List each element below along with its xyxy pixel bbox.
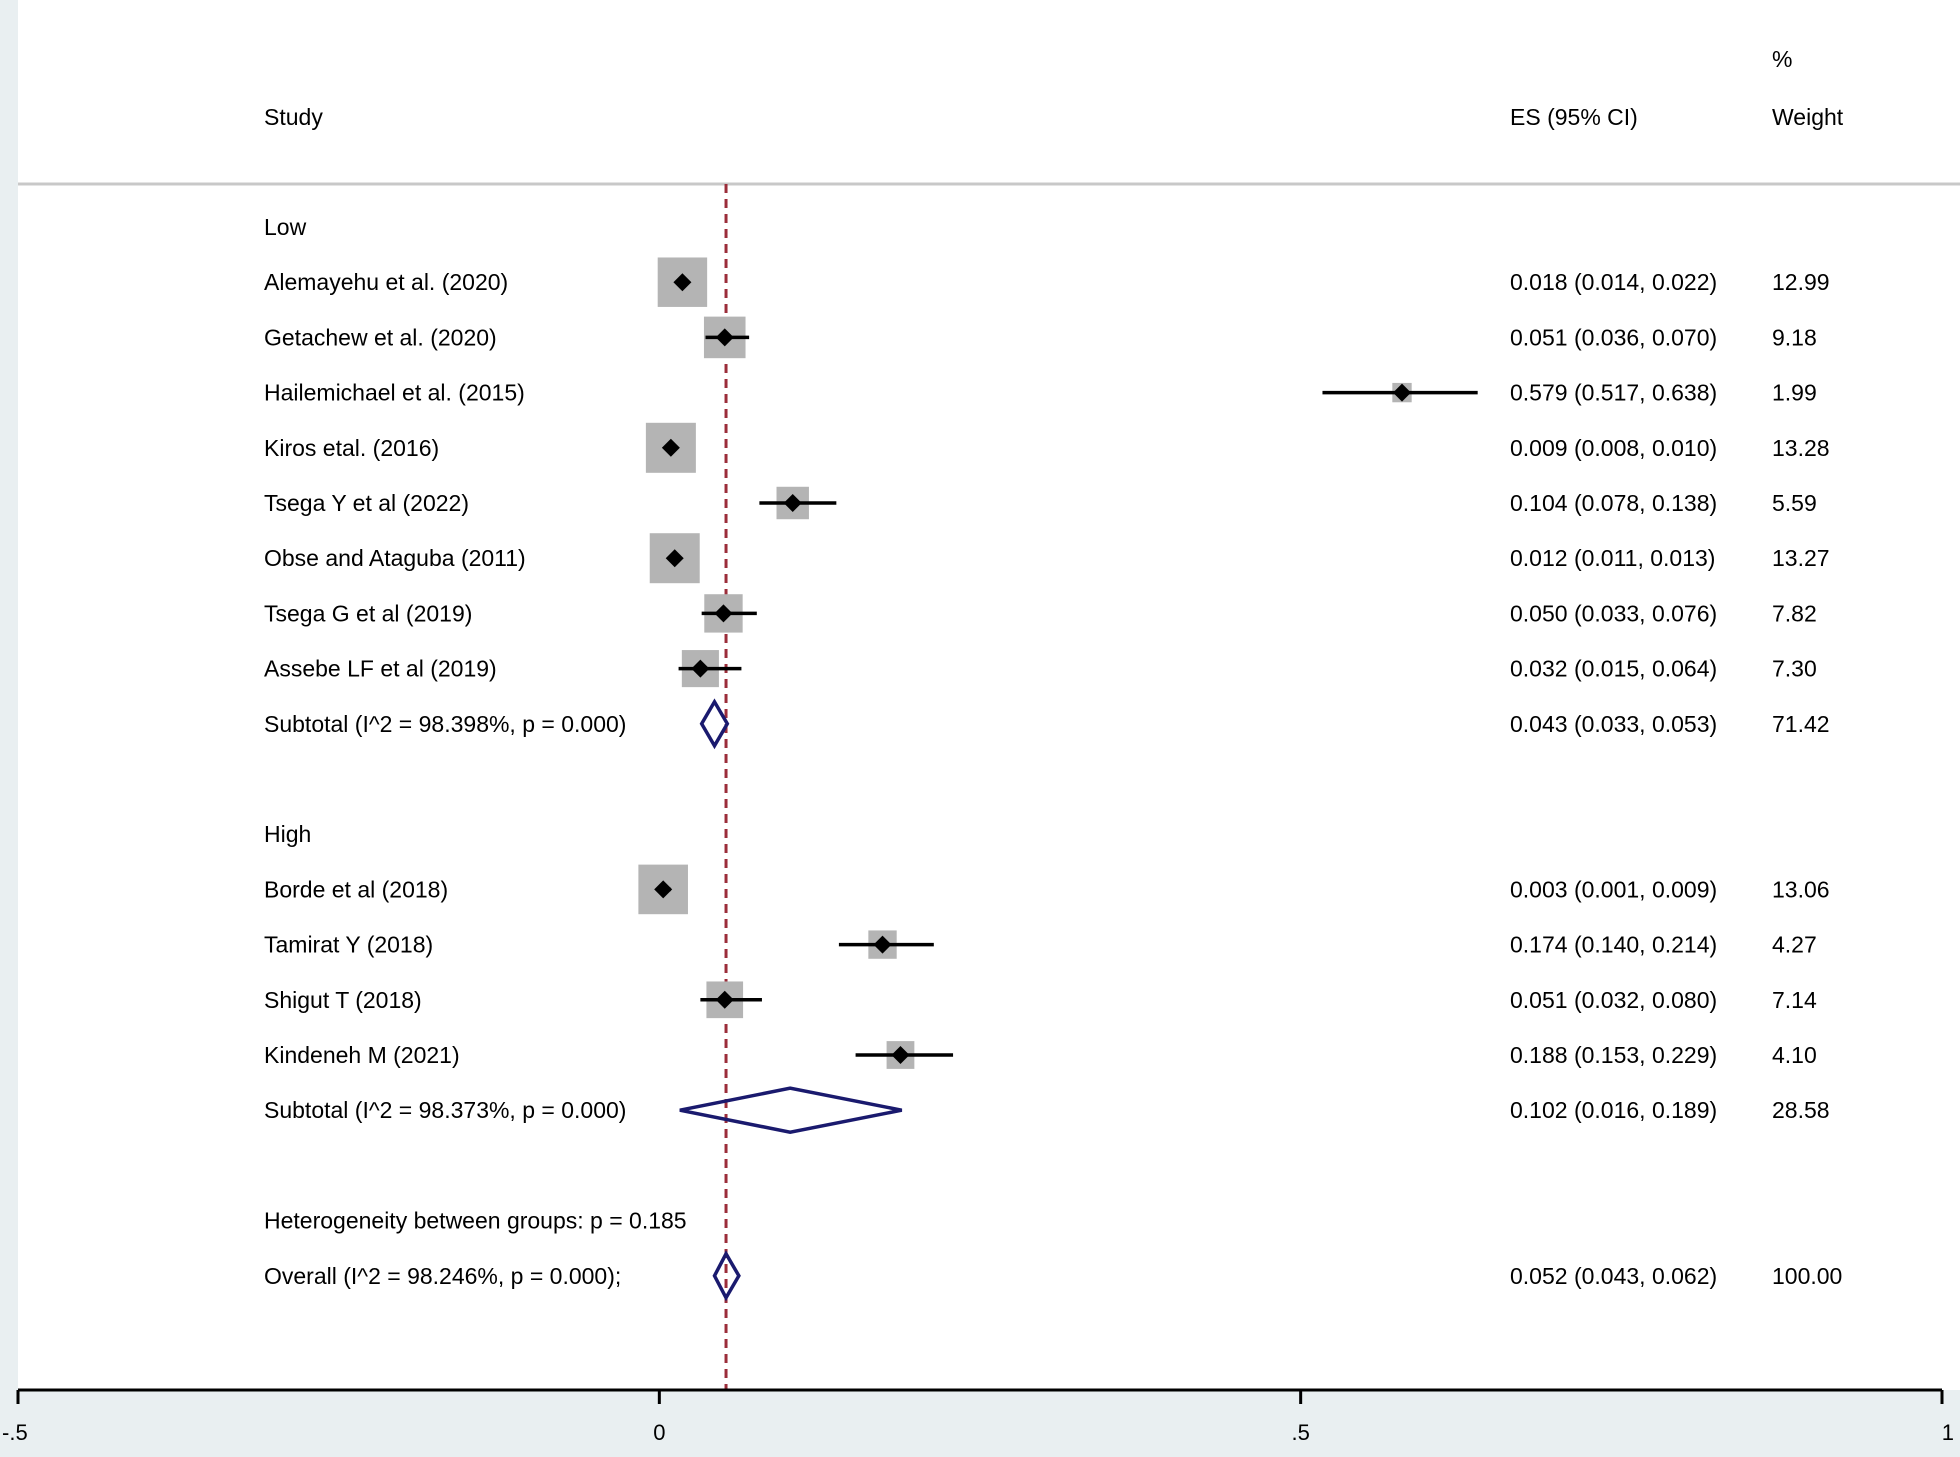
study-label: Assebe LF et al (2019) <box>264 656 497 682</box>
effect-size-ci: 0.032 (0.015, 0.064) <box>1510 656 1717 682</box>
subtotal-label: Subtotal (I^2 = 98.398%, p = 0.000) <box>264 711 626 737</box>
overall-diamond <box>712 1250 741 1302</box>
weight-value: 5.59 <box>1772 490 1817 516</box>
effect-size-ci: 0.051 (0.036, 0.070) <box>1510 324 1717 350</box>
effect-size-ci: 0.104 (0.078, 0.138) <box>1510 490 1717 516</box>
effect-size-ci: 0.043 (0.033, 0.053) <box>1510 711 1717 737</box>
point-estimate <box>665 549 684 568</box>
group-label: High <box>264 821 311 847</box>
point-estimate <box>715 990 734 1009</box>
effect-size-ci: 0.050 (0.033, 0.076) <box>1510 600 1717 626</box>
weight-value: 7.82 <box>1772 600 1817 626</box>
study-label: Getachew et al. (2020) <box>264 324 497 350</box>
weight-value: 12.99 <box>1772 269 1830 295</box>
effect-size-ci: 0.018 (0.014, 0.022) <box>1510 269 1717 295</box>
study-label: Tamirat Y (2018) <box>264 932 433 958</box>
weight-value: 100.00 <box>1772 1263 1842 1289</box>
weight-value: 13.06 <box>1772 876 1830 902</box>
header-study: Study <box>264 104 323 130</box>
weight-value: 71.42 <box>1772 711 1830 737</box>
weight-value: 1.99 <box>1772 380 1817 406</box>
subtotal-diamond <box>679 1086 903 1134</box>
point-estimate <box>654 880 673 899</box>
point-estimate <box>691 659 710 678</box>
subtotal-label: Subtotal (I^2 = 98.373%, p = 0.000) <box>264 1097 626 1123</box>
study-label: Kiros etal. (2016) <box>264 435 439 461</box>
point-estimate <box>783 494 802 512</box>
study-label: Hailemichael et al. (2015) <box>264 380 525 406</box>
header-weight-pct: % <box>1772 46 1792 72</box>
point-estimate <box>873 935 892 954</box>
subtotal-diamond <box>699 698 730 750</box>
point-estimate <box>715 328 734 347</box>
effect-size-ci: 0.009 (0.008, 0.010) <box>1510 435 1717 461</box>
weight-value: 28.58 <box>1772 1097 1830 1123</box>
effect-size-ci: 0.003 (0.001, 0.009) <box>1510 876 1717 902</box>
x-tick-label: .5 <box>1291 1420 1309 1445</box>
header-weight: Weight <box>1772 104 1844 130</box>
study-label: Alemayehu et al. (2020) <box>264 269 508 295</box>
plot-area <box>18 0 1960 1390</box>
study-label: Obse and Ataguba (2011) <box>264 545 526 571</box>
point-estimate <box>714 604 733 623</box>
study-label: Shigut T (2018) <box>264 987 422 1013</box>
point-estimate <box>1392 383 1411 402</box>
weight-value: 7.30 <box>1772 656 1817 682</box>
effect-size-ci: 0.579 (0.517, 0.638) <box>1510 380 1717 406</box>
effect-size-ci: 0.174 (0.140, 0.214) <box>1510 932 1717 958</box>
x-axis: -.5 0 .5 1 <box>2 1388 1954 1445</box>
weight-value: 4.10 <box>1772 1042 1817 1068</box>
study-label: Borde et al (2018) <box>264 876 448 902</box>
x-tick-label: 0 <box>653 1420 665 1445</box>
heterogeneity-note: Heterogeneity between groups: p = 0.185 <box>264 1208 687 1234</box>
effect-size-ci: 0.051 (0.032, 0.080) <box>1510 987 1717 1013</box>
weight-value: 9.18 <box>1772 324 1817 350</box>
effect-size-ci: 0.052 (0.043, 0.062) <box>1510 1263 1717 1289</box>
overall-label: Overall (I^2 = 98.246%, p = 0.000); <box>264 1263 621 1289</box>
study-label: Tsega G et al (2019) <box>264 600 472 626</box>
weight-value: 4.27 <box>1772 932 1817 958</box>
study-label: Tsega Y et al (2022) <box>264 490 469 516</box>
column-headers: Study ES (95% CI) % Weight <box>264 46 1844 130</box>
x-tick-label: -.5 <box>2 1420 28 1445</box>
study-label: Kindeneh M (2021) <box>264 1042 460 1068</box>
weight-value: 13.28 <box>1772 435 1830 461</box>
header-es: ES (95% CI) <box>1510 104 1638 130</box>
effect-size-ci: 0.102 (0.016, 0.189) <box>1510 1097 1717 1123</box>
effect-size-ci: 0.012 (0.011, 0.013) <box>1510 545 1715 571</box>
group-label: Low <box>264 214 307 240</box>
point-estimate <box>661 438 680 457</box>
point-estimate <box>673 273 692 292</box>
weight-value: 7.14 <box>1772 987 1817 1013</box>
point-estimate <box>891 1046 910 1064</box>
x-tick-label: 1 <box>1942 1420 1954 1445</box>
forest-marks <box>638 184 1478 1390</box>
weight-value: 13.27 <box>1772 545 1830 571</box>
forest-rows: Low Alemayehu et al. (2020) 0.018 (0.014, … <box>264 214 1842 1289</box>
effect-size-ci: 0.188 (0.153, 0.229) <box>1510 1042 1717 1068</box>
